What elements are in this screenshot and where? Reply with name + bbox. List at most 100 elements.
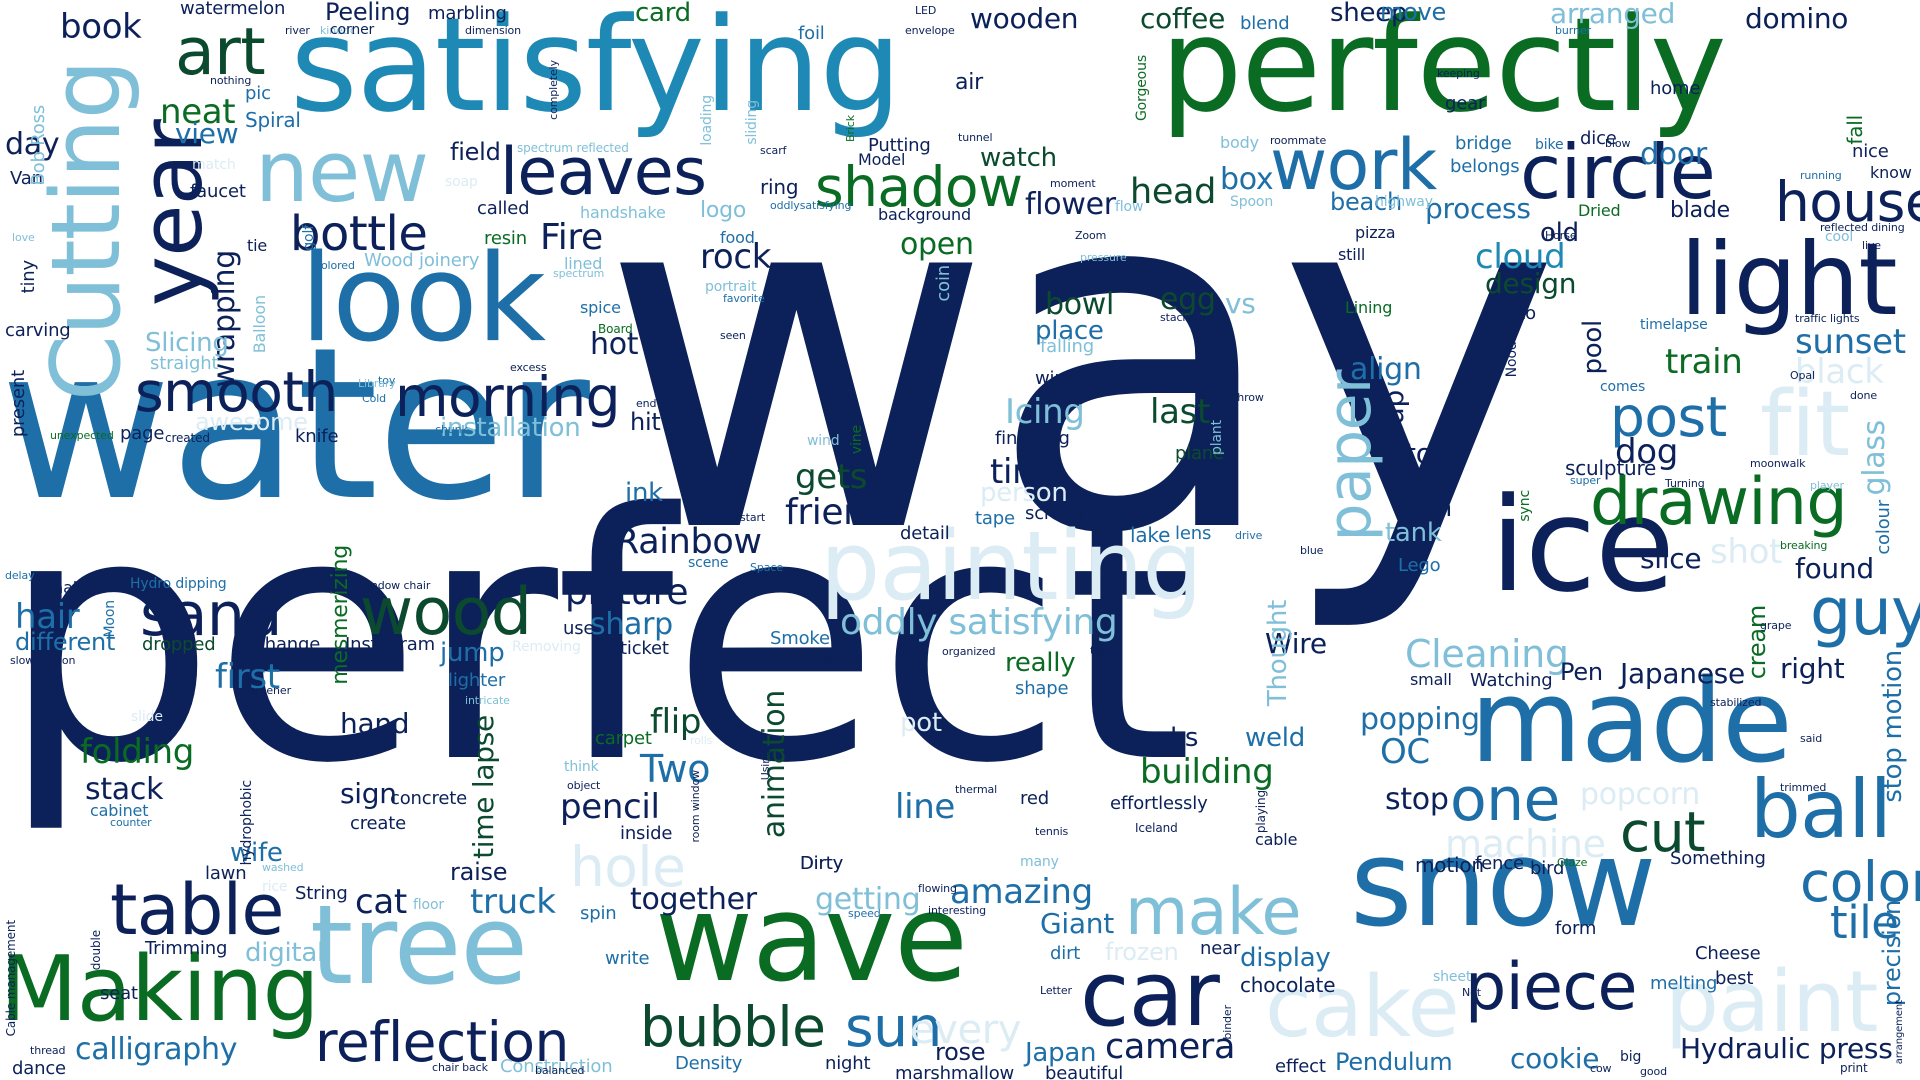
cloud-word: snow bbox=[1350, 815, 1657, 954]
cloud-word: beautiful bbox=[1045, 1063, 1124, 1080]
cloud-word: process bbox=[1425, 192, 1531, 225]
cloud-word: write bbox=[605, 948, 650, 969]
cloud-word: scarf bbox=[760, 144, 787, 157]
cloud-word: took bbox=[1090, 644, 1114, 657]
cloud-word: really bbox=[1005, 648, 1076, 678]
cloud-word: beach bbox=[1330, 188, 1402, 216]
cloud-word: sand bbox=[140, 580, 282, 650]
cloud-word: lighter bbox=[448, 670, 506, 691]
cloud-word: intricate bbox=[465, 694, 510, 707]
cloud-word: watermelon bbox=[180, 0, 286, 19]
cloud-word: timelapse bbox=[1640, 317, 1708, 333]
cloud-word: align bbox=[1350, 352, 1422, 387]
cloud-word: bottle bbox=[290, 206, 428, 262]
cloud-word: Space bbox=[750, 561, 783, 574]
cloud-word: Pendulum bbox=[1335, 1048, 1453, 1076]
cloud-word: drive bbox=[1235, 529, 1263, 542]
cloud-word: red bbox=[1020, 788, 1049, 809]
cloud-word: plane bbox=[1175, 443, 1225, 464]
cloud-word: Pen bbox=[1560, 658, 1603, 686]
cloud-word: Bob Ross bbox=[28, 105, 49, 186]
cloud-word: found bbox=[1795, 552, 1874, 585]
cloud-word: light bbox=[1680, 221, 1898, 338]
cloud-word: cat bbox=[355, 882, 407, 922]
cloud-word: called bbox=[477, 198, 530, 219]
cloud-word: leaf bbox=[1355, 588, 1395, 613]
cloud-word: detail bbox=[900, 523, 950, 544]
cloud-word: Board bbox=[598, 322, 633, 336]
cloud-word: dice bbox=[1580, 128, 1617, 149]
cloud-word: blue bbox=[1300, 544, 1324, 557]
cloud-word: river bbox=[285, 24, 310, 37]
cloud-word: Turning bbox=[1665, 477, 1705, 490]
cloud-word: completely bbox=[547, 60, 560, 120]
cloud-word: Iceland bbox=[1135, 821, 1178, 835]
cloud-word: Construction bbox=[500, 1056, 613, 1077]
cloud-word: Cheese bbox=[1695, 943, 1761, 964]
cloud-word: stabilized bbox=[1710, 696, 1762, 709]
cloud-word: time bbox=[990, 452, 1066, 492]
cloud-word: effect bbox=[1275, 1056, 1326, 1077]
cloud-word: Balloon bbox=[250, 295, 269, 354]
cloud-word: blade bbox=[1670, 198, 1730, 223]
cloud-word: air bbox=[955, 70, 983, 95]
cloud-word: change bbox=[255, 634, 321, 655]
cloud-word: colored bbox=[315, 259, 355, 272]
cloud-word: snake bbox=[45, 578, 92, 597]
cloud-word: soap bbox=[445, 174, 478, 190]
cloud-word: dance bbox=[12, 1058, 66, 1079]
cloud-word: raise bbox=[450, 858, 508, 886]
cloud-word: use bbox=[563, 618, 595, 639]
cloud-word: vine bbox=[849, 425, 865, 455]
cloud-word: Wood joinery bbox=[364, 250, 480, 271]
cloud-word: smooth bbox=[135, 360, 338, 424]
cloud-word: morning bbox=[395, 365, 620, 429]
cloud-word: flow bbox=[1115, 199, 1144, 215]
cloud-word: blend bbox=[1240, 13, 1290, 34]
cloud-word: dimension bbox=[465, 24, 521, 37]
cloud-word: line bbox=[895, 787, 955, 827]
cloud-word: Cold bbox=[362, 392, 387, 405]
cloud-word: Japanese bbox=[1620, 657, 1745, 690]
cloud-word: window chair bbox=[359, 579, 431, 592]
cloud-word: inside bbox=[620, 823, 673, 844]
cloud-word: place bbox=[1035, 316, 1104, 346]
cloud-word: tunnel bbox=[958, 131, 993, 144]
cloud-word: wine bbox=[1035, 368, 1077, 389]
cloud-word: many bbox=[1020, 854, 1059, 870]
cloud-word: cookie bbox=[1510, 1042, 1600, 1075]
cloud-word: plant bbox=[1209, 420, 1225, 456]
cloud-word: Fire bbox=[540, 217, 603, 258]
cloud-word: Watching bbox=[1470, 670, 1553, 691]
cloud-word: Library bbox=[358, 377, 396, 390]
cloud-word: last bbox=[1150, 392, 1210, 432]
cloud-word: shape bbox=[1015, 678, 1069, 699]
cloud-word: car bbox=[1080, 942, 1220, 1047]
cloud-word: house bbox=[1775, 170, 1920, 234]
cloud-word: puddle bbox=[795, 648, 856, 669]
cloud-word: Opal bbox=[1790, 369, 1815, 382]
cloud-word: Two bbox=[640, 747, 711, 791]
cloud-word: Hydraulic press bbox=[1680, 1032, 1893, 1065]
cloud-word: reflection bbox=[315, 1010, 569, 1074]
cloud-word: camera bbox=[1105, 1027, 1236, 1067]
cloud-word: belongs bbox=[1450, 156, 1520, 177]
cloud-word: reflected dining bbox=[1820, 221, 1905, 234]
cloud-word: Using bbox=[759, 750, 772, 781]
cloud-word: flowing bbox=[918, 882, 957, 895]
cloud-word: super bbox=[1570, 474, 1601, 487]
cloud-word: breaking bbox=[1780, 539, 1828, 552]
cloud-word: popcorn bbox=[1580, 777, 1701, 812]
cloud-word: digital bbox=[245, 938, 324, 968]
cloud-word: oddlysatisfying bbox=[770, 199, 852, 212]
cloud-word: pressure bbox=[1080, 251, 1127, 264]
cloud-word: Density bbox=[675, 1053, 743, 1074]
cloud-word: said bbox=[1800, 732, 1823, 745]
cloud-word: knife bbox=[295, 426, 339, 447]
cloud-word: player bbox=[1810, 479, 1844, 492]
cloud-word: highway bbox=[1375, 194, 1433, 210]
cloud-word: neat bbox=[160, 92, 236, 132]
cloud-word: tile bbox=[1830, 896, 1899, 949]
cloud-word: cream bbox=[1743, 605, 1771, 680]
cloud-word: bowl bbox=[1045, 287, 1115, 322]
